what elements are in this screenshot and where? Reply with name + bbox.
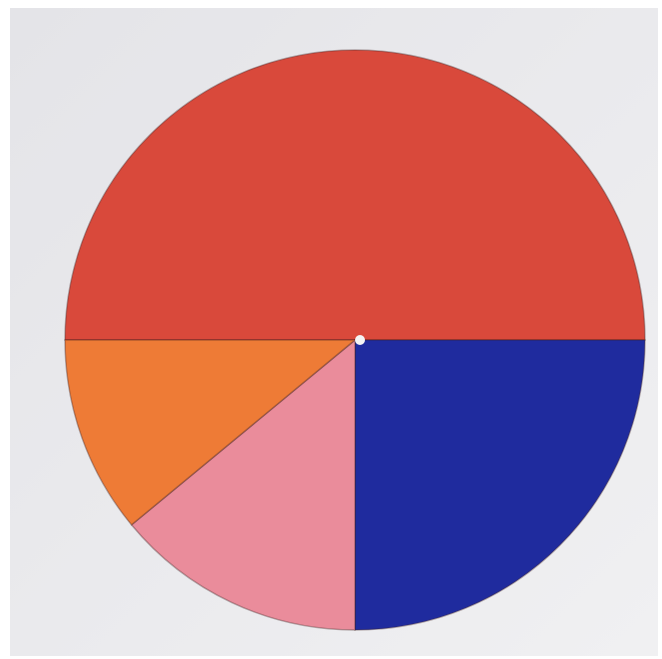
pie-slice (64, 49, 646, 341)
pie (64, 49, 646, 631)
pie-slice (354, 339, 646, 631)
pie-slice (64, 339, 358, 526)
pie-slice (130, 338, 356, 631)
center-hole (355, 335, 365, 345)
